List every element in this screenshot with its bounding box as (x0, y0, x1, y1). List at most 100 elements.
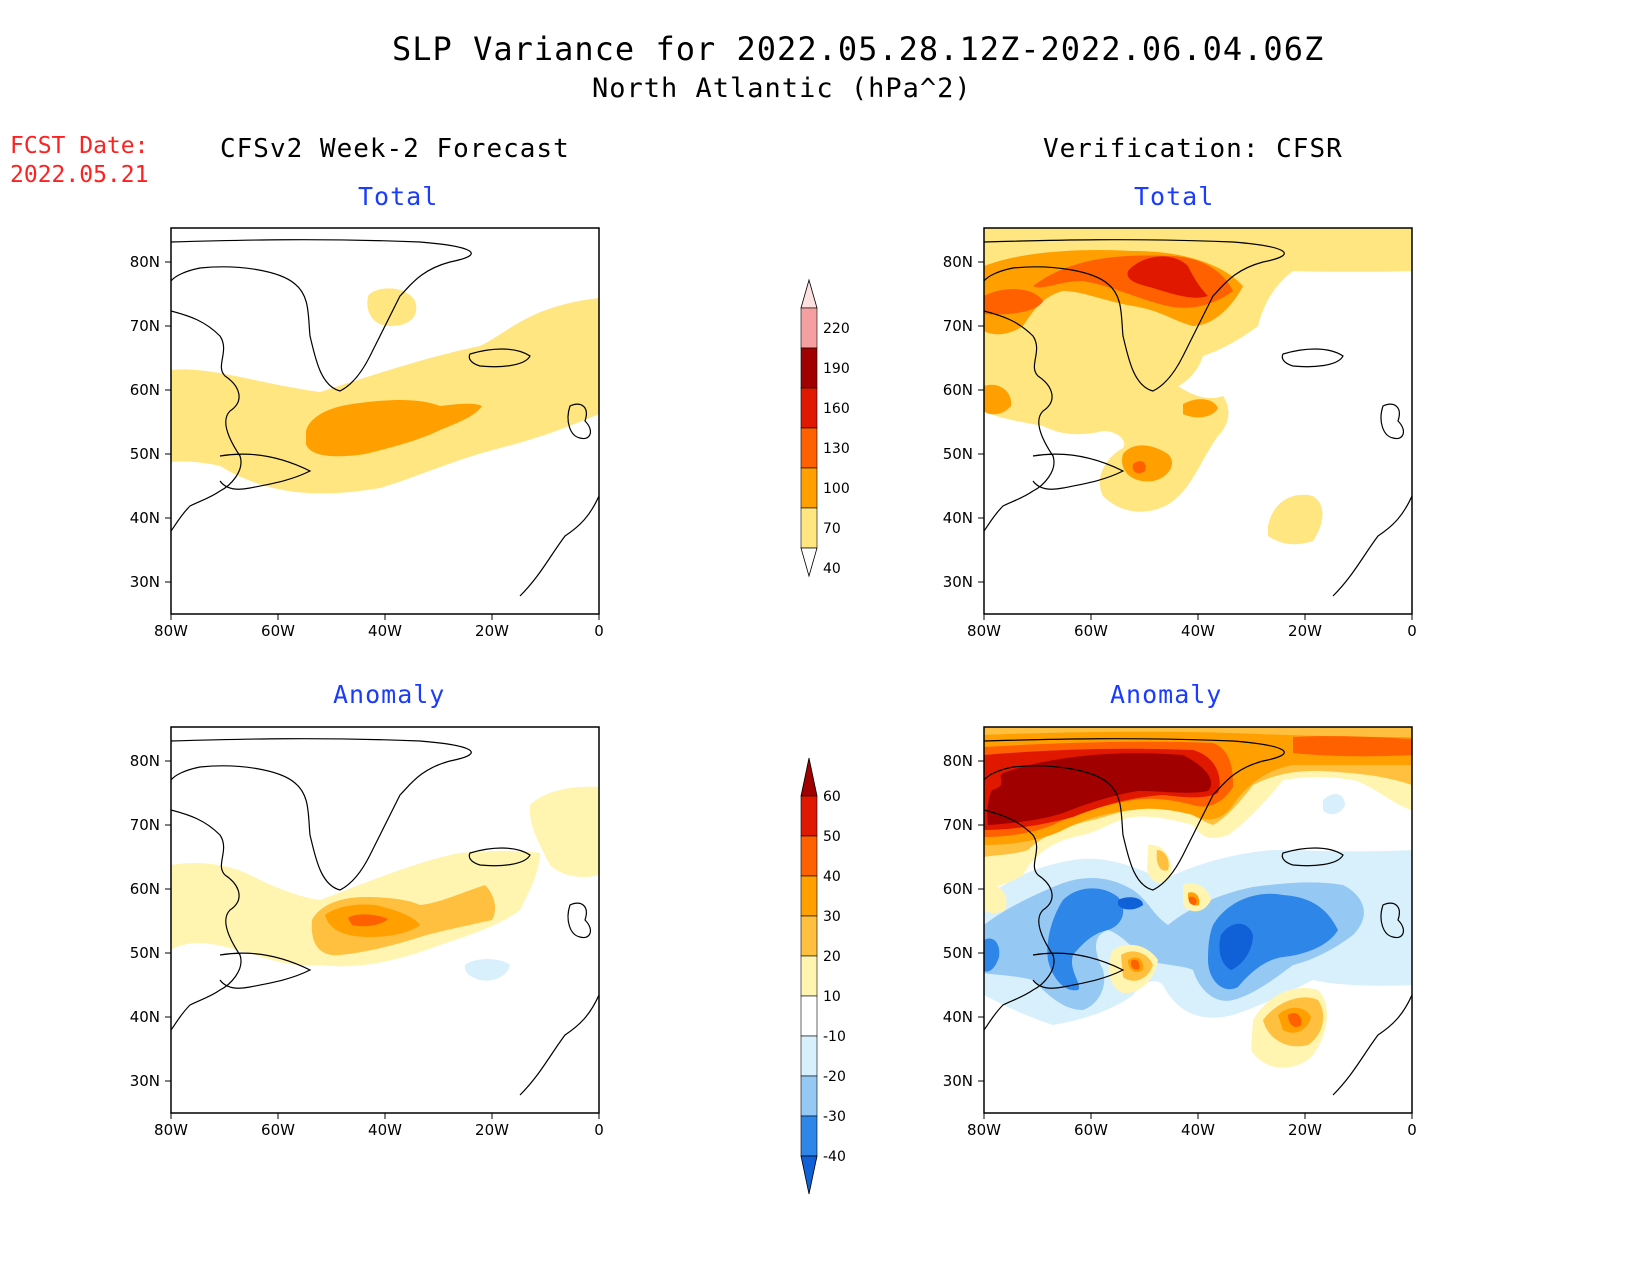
anomaly-10-contour (984, 884, 1007, 914)
colorbar-level: 100 (823, 481, 850, 497)
anomaly-neg10-contour (1323, 793, 1345, 815)
anomaly-neg40-contour (1118, 897, 1143, 910)
lat-label: 80N (130, 253, 160, 271)
fcst-date-value: 2022.05.21 (10, 162, 149, 188)
page-title: SLP Variance for 2022.05.28.12Z-2022.06.… (392, 30, 1325, 68)
coastline-icon (171, 738, 599, 1096)
anomaly-60-contour (987, 753, 1212, 825)
lat-label: 30N (943, 1072, 973, 1090)
colorbar-level: 130 (823, 441, 850, 457)
variance-40-contour (171, 298, 599, 494)
variance-70-contour (984, 384, 1012, 415)
lat-label: 50N (943, 445, 973, 463)
variance-70-contour (1183, 399, 1218, 418)
colorbar-swatch (800, 507, 818, 549)
lat-label: 60N (943, 381, 973, 399)
forecast-total-label: Total (358, 182, 439, 211)
colorbar-swatch (800, 347, 818, 389)
variance-100-contour (1132, 461, 1146, 474)
lat-ticks (978, 760, 1413, 1119)
lat-label: 40N (130, 509, 160, 527)
lon-label: 60W (1074, 1121, 1108, 1139)
colorbar-swatch (800, 427, 818, 469)
anomaly-40-contour (1288, 1013, 1302, 1027)
anomaly-neg40-contour (1219, 923, 1253, 970)
anomaly-neg30-contour (984, 938, 1000, 972)
lon-label: 40W (368, 622, 402, 640)
lat-label: 40N (943, 1008, 973, 1026)
lat-label: 60N (943, 880, 973, 898)
colorbar-swatch (800, 467, 818, 509)
anomaly-neg30-contour (1047, 888, 1124, 991)
lon-label: 40W (1181, 1121, 1215, 1139)
lon-label: 20W (475, 1121, 509, 1139)
colorbar-level: 40 (823, 869, 841, 885)
colorbar-extend-bottom (800, 1155, 818, 1195)
colorbar-swatch (800, 955, 818, 997)
lat-label: 50N (943, 944, 973, 962)
lon-label: 0 (1407, 622, 1417, 640)
colorbar-level: -10 (823, 1029, 846, 1045)
lat-label: 70N (130, 317, 160, 335)
lat-label: 30N (130, 1072, 160, 1090)
colorbar-extend-bottom (800, 547, 818, 578)
lat-label: 70N (943, 816, 973, 834)
colorbar-swatch (800, 1035, 818, 1077)
colorbar-swatch (800, 915, 818, 957)
colorbar-level: -40 (823, 1149, 846, 1165)
anomaly-10-contour (529, 786, 599, 877)
forecast-column-title: CFSv2 Week-2 Forecast (220, 134, 570, 164)
colorbar-level: 40 (823, 561, 841, 577)
lat-label: 80N (943, 253, 973, 271)
colorbar-level: 220 (823, 321, 850, 337)
lat-label: 30N (130, 573, 160, 591)
variance-100-contour (984, 289, 1043, 315)
lon-label: 20W (1288, 622, 1322, 640)
colorbar-level: 190 (823, 361, 850, 377)
lon-label: 60W (1074, 622, 1108, 640)
coastline-icon (984, 239, 1412, 597)
variance-70-contour (306, 399, 482, 457)
verification-total-label: Total (1134, 182, 1215, 211)
colorbar-level: 10 (823, 989, 841, 1005)
forecast-anomaly-label: Anomaly (333, 680, 446, 709)
colorbar-level: 20 (823, 949, 841, 965)
lon-label: 80W (154, 622, 188, 640)
verification-total-map: 80N 70N 60N 50N 40N 30N 80W 60W 40W 20W … (943, 227, 1417, 640)
colorbar-swatch (800, 995, 818, 1037)
lat-label: 60N (130, 880, 160, 898)
anomaly-40-contour (1130, 959, 1140, 970)
colorbar-level: 60 (823, 789, 841, 805)
lon-label: 20W (475, 622, 509, 640)
page-subtitle: North Atlantic (hPa^2) (592, 73, 972, 104)
lat-label: 60N (130, 381, 160, 399)
anomaly-40-contour (348, 914, 388, 927)
anomaly-neg10-contour (464, 959, 510, 981)
lon-label: 0 (594, 622, 604, 640)
forecast-total-map: 80N 70N 60N 50N 40N 30N 80W 60W 40W 20W … (130, 227, 604, 640)
colorbar-swatch (800, 795, 818, 837)
colorbar-level: -20 (823, 1069, 846, 1085)
variance-130-contour (1127, 256, 1208, 298)
colorbar-swatch (800, 307, 818, 349)
coastline-icon (984, 738, 1412, 1096)
lon-label: 40W (368, 1121, 402, 1139)
colorbar-swatch (800, 1075, 818, 1117)
lat-label: 50N (130, 445, 160, 463)
verification-anomaly-map: 80N 70N 60N 50N 40N 30N 80W 60W 40W 20W … (943, 726, 1417, 1139)
colorbar-swatch (800, 387, 818, 429)
colorbar-level: 30 (823, 909, 841, 925)
variance-40-contour (367, 288, 417, 326)
colorbar-level: 70 (823, 521, 841, 537)
colorbar-swatch (800, 1115, 818, 1157)
lon-label: 60W (261, 1121, 295, 1139)
lon-label: 20W (1288, 1121, 1322, 1139)
lat-label: 40N (130, 1008, 160, 1026)
variance-70-contour (1122, 445, 1173, 482)
lat-label: 70N (943, 317, 973, 335)
anomaly-20-contour (1156, 850, 1169, 871)
colorbar-extend-top (800, 757, 818, 797)
verification-column-title: Verification: CFSR (1043, 134, 1343, 164)
lat-ticks (165, 760, 600, 1119)
lon-label: 60W (261, 622, 295, 640)
